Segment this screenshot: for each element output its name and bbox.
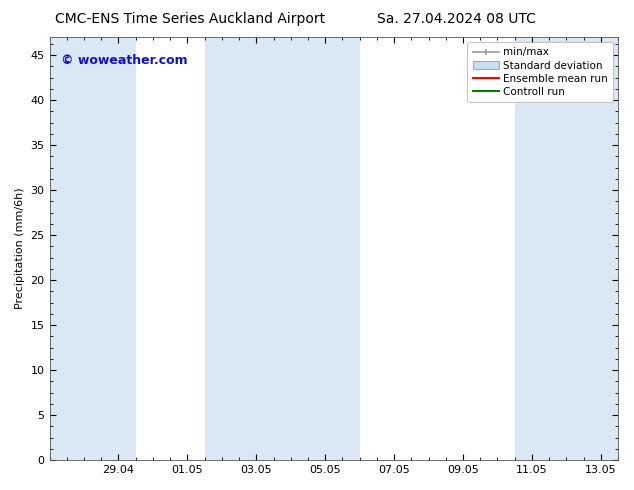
Bar — [308, 37, 359, 460]
Text: © woweather.com: © woweather.com — [61, 54, 188, 67]
Bar — [205, 37, 308, 460]
Bar — [49, 37, 136, 460]
Text: CMC-ENS Time Series Auckland Airport: CMC-ENS Time Series Auckland Airport — [55, 12, 325, 26]
Bar — [515, 37, 618, 460]
Text: Sa. 27.04.2024 08 UTC: Sa. 27.04.2024 08 UTC — [377, 12, 536, 26]
Y-axis label: Precipitation (mm/6h): Precipitation (mm/6h) — [15, 188, 25, 309]
Legend: min/max, Standard deviation, Ensemble mean run, Controll run: min/max, Standard deviation, Ensemble me… — [467, 42, 613, 102]
